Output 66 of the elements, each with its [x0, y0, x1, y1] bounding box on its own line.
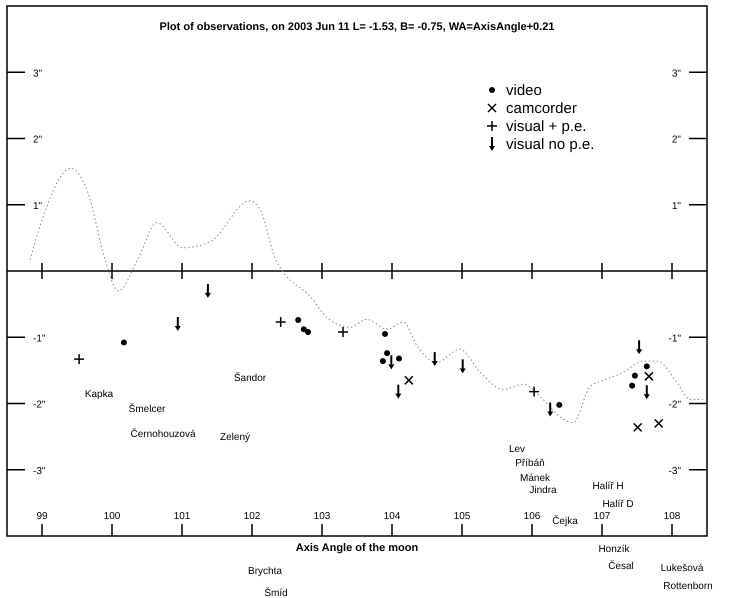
- y2-tick-label: 3": [672, 68, 682, 80]
- y-tick-label: 3": [33, 68, 43, 80]
- point: [528, 386, 540, 398]
- line-series: [30, 168, 704, 424]
- annotation: Čejka: [552, 515, 578, 527]
- x-tick-label: 106: [524, 511, 541, 522]
- point: [632, 422, 642, 432]
- y2-tick-label: -1": [668, 333, 682, 344]
- point: [632, 372, 638, 379]
- annotation: Halíř H: [592, 481, 624, 492]
- annotation: Příbáň: [515, 458, 545, 469]
- x-tick-label: 100: [104, 511, 121, 522]
- point: [644, 363, 650, 370]
- annotation: Lev: [508, 444, 526, 455]
- text: Honzík: [598, 544, 631, 555]
- annotation: Šmelcer: [128, 403, 166, 415]
- x-tick-label: 104: [384, 511, 401, 522]
- x-tick-label: 99: [36, 511, 48, 522]
- legend-label: visual + p.e.: [506, 118, 586, 135]
- y2-tick-label: -3": [668, 466, 682, 477]
- legend-label: video: [506, 82, 542, 99]
- point: [73, 353, 85, 365]
- y2-tick-label: -2": [668, 400, 682, 410]
- annotation: Zelený: [220, 432, 250, 443]
- annotation: Mánek: [520, 473, 552, 484]
- point: [337, 326, 349, 338]
- point: [274, 316, 286, 328]
- y-tick-label: -2": [33, 400, 46, 410]
- text: Česal: [608, 560, 634, 572]
- x-tick-label: 101: [174, 511, 191, 522]
- x-tick-label: 105: [454, 511, 471, 522]
- point: [380, 358, 386, 364]
- y-tick-label: 2": [33, 134, 43, 146]
- point: [305, 328, 311, 335]
- point: [396, 355, 402, 362]
- x-axis-title: Axis Angle of the moon: [296, 542, 418, 554]
- annotation: Halíř D: [602, 499, 634, 510]
- point: [295, 317, 302, 324]
- text: Brychta: [248, 566, 282, 577]
- x-tick-label: 108: [664, 511, 681, 522]
- point: [404, 376, 414, 386]
- annotation: Černohouzová: [130, 428, 196, 440]
- text: Šmíd: [264, 587, 288, 598]
- y2-tick-label: 1": [672, 200, 682, 212]
- point: [120, 340, 127, 346]
- point: [654, 418, 664, 428]
- x-tick-label: 102: [244, 511, 261, 522]
- annotation: Šandor: [234, 372, 267, 384]
- text: Rottenborn: [663, 581, 713, 592]
- annotation: Kapka: [84, 389, 114, 400]
- point: [384, 350, 390, 356]
- text: Plot of observations, on 2003 Jun 11 L= -1.53, B= -0.75, WA=AxisAngle+0.21: [160, 21, 554, 33]
- legend-label: camcorder: [506, 100, 577, 117]
- y-tick-label: -3": [33, 466, 46, 477]
- point: [382, 330, 388, 337]
- legend-label: visual no p.e.: [506, 136, 594, 153]
- x-tick-label: 103: [314, 511, 331, 522]
- point: [629, 382, 636, 389]
- y-tick-label: -1": [33, 333, 46, 344]
- point: [644, 372, 654, 382]
- text: Lukešová: [660, 563, 704, 574]
- y2-tick-label: 2": [672, 134, 682, 146]
- x-tick-label: 107: [594, 511, 611, 522]
- y-tick-label: 1": [33, 200, 43, 212]
- point: [556, 402, 562, 408]
- annotation: Jindra: [529, 485, 558, 496]
